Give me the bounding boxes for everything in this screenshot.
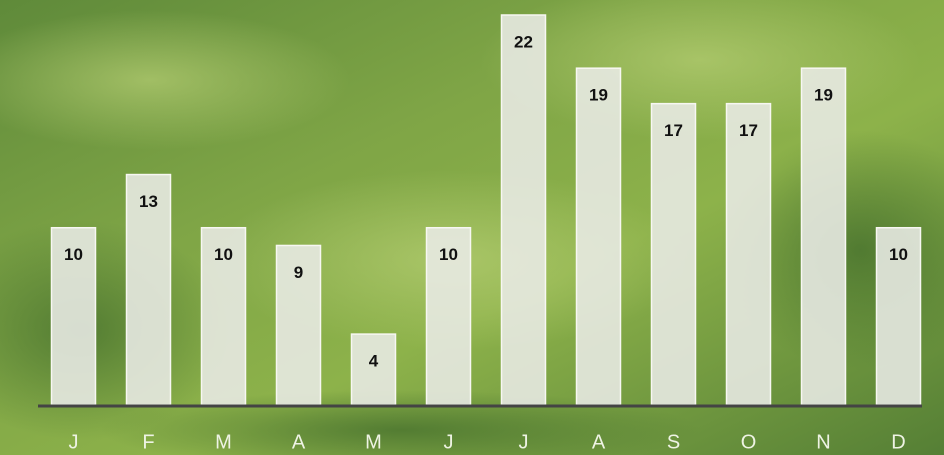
x-tick-label: N <box>816 431 830 453</box>
x-tick-label: F <box>142 431 154 453</box>
bar <box>575 67 622 406</box>
bar <box>125 173 172 406</box>
x-tick-label: J <box>444 431 454 453</box>
x-tick-label: J <box>69 431 79 453</box>
bar <box>650 102 697 406</box>
data-label: 10 <box>214 245 233 264</box>
data-label: 4 <box>369 352 379 371</box>
x-tick-label: A <box>592 431 606 453</box>
data-label: 19 <box>814 86 833 105</box>
x-tick-label: M <box>365 431 382 453</box>
texture <box>0 10 350 150</box>
data-label: 13 <box>139 192 158 211</box>
data-label: 10 <box>439 245 458 264</box>
bar <box>50 226 97 406</box>
data-label: 17 <box>739 121 758 140</box>
bar <box>425 226 472 406</box>
x-tick-label: M <box>215 431 232 453</box>
data-label: 17 <box>664 121 683 140</box>
plot: 10 J 13 F 10 M 9 A 4 M 10 J 22 J 19 A 17 S 17 O 19 N 10 D <box>50 14 922 453</box>
data-label: 19 <box>589 86 608 105</box>
data-label: 22 <box>514 32 533 51</box>
x-tick-label: J <box>519 431 529 453</box>
bar <box>800 67 847 406</box>
x-tick-label: A <box>292 431 306 453</box>
data-label: 10 <box>889 245 908 264</box>
x-tick-label: S <box>667 431 680 453</box>
bar <box>725 102 772 406</box>
data-label: 10 <box>64 245 83 264</box>
x-tick-label: O <box>741 431 757 453</box>
bar <box>200 226 247 406</box>
x-tick-label: D <box>891 431 905 453</box>
bar <box>500 14 547 406</box>
data-label: 9 <box>294 263 303 282</box>
